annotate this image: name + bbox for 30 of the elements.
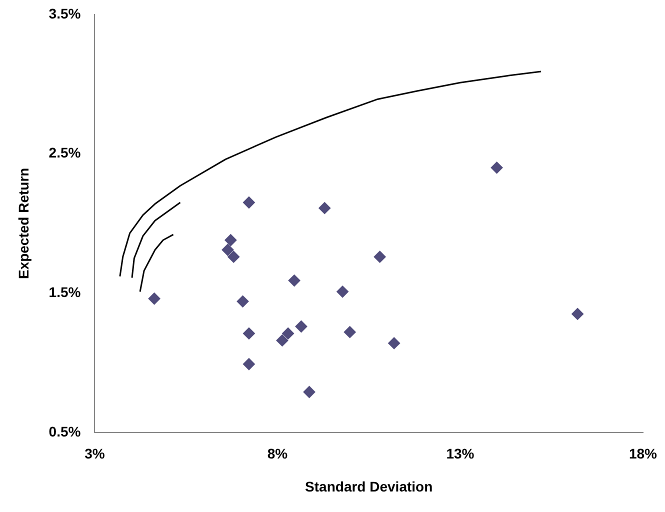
point [222,244,234,256]
y-tick-label: 1.5% [48,284,82,300]
point [288,274,300,287]
y-axis-title: Expected Return [15,168,32,280]
x-axis-title: Standard Deviation [305,478,433,494]
y-tick-label: 0.5% [48,423,82,440]
x-tick-label: 3% [84,446,106,462]
point [282,327,294,340]
point [242,327,255,340]
point [228,250,240,263]
point [336,286,349,298]
point [572,308,584,320]
point [236,295,249,308]
x-tick-label: 8% [267,446,288,462]
point [490,162,503,174]
point [276,334,288,346]
point [318,202,331,214]
point [148,292,160,305]
point [374,250,386,263]
point [242,196,255,208]
point [344,326,356,338]
y-tick-label: 3.5% [48,5,82,22]
x-tick-label: 13% [446,446,475,462]
point [242,358,255,370]
y-tick-label: 2.5% [48,144,82,161]
x-tick-label: 18% [628,446,658,462]
point [303,386,316,398]
point [388,337,400,350]
point [224,234,237,246]
point [295,320,308,333]
